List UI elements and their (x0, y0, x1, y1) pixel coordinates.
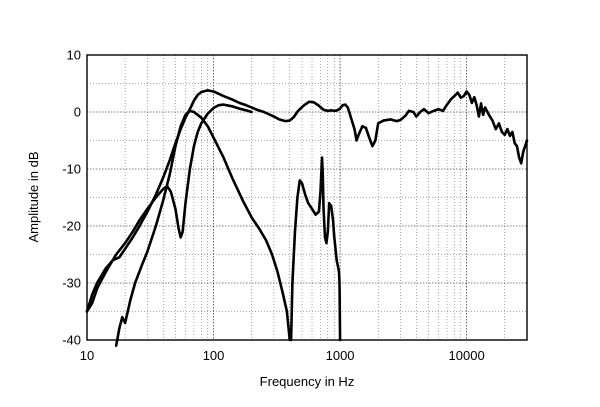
x-axis-label: Frequency in Hz (260, 374, 355, 389)
series-line-1 (85, 89, 529, 313)
y-axis-label: Amplitude in dB (26, 151, 41, 242)
plot-frame (86, 54, 528, 341)
series-lines (85, 89, 529, 347)
y-tick-label: -40 (62, 333, 81, 348)
series-line-4 (289, 156, 342, 342)
y-tick-label: -10 (62, 162, 81, 177)
y-tick-labels: 10 0 -10 -20 -30 -40 (62, 48, 81, 348)
y-tick-label: -20 (62, 219, 81, 234)
x-tick-label: 100 (203, 348, 225, 363)
x-tick-label: 10 (80, 348, 94, 363)
y-tick-label: 0 (74, 105, 81, 120)
x-tick-labels: 10 100 1000 10000 (80, 348, 485, 363)
series-line-2 (85, 103, 253, 313)
y-tick-label: -30 (62, 276, 81, 291)
x-tick-label: 10000 (449, 348, 485, 363)
y-tick-label: 10 (67, 48, 81, 63)
series-line-3 (114, 109, 292, 347)
x-tick-label: 1000 (326, 348, 355, 363)
